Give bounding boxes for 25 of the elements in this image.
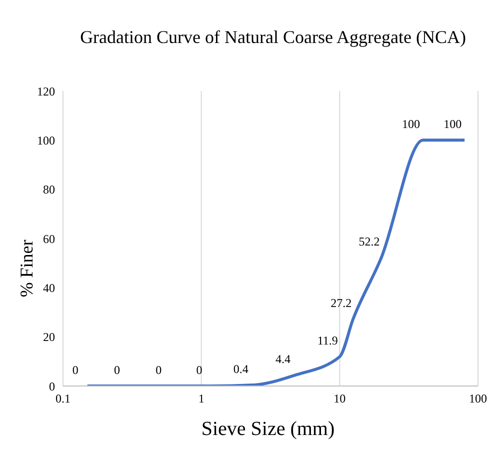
data-label: 0 — [114, 363, 120, 377]
data-label: 0 — [196, 363, 202, 377]
chart-title: Gradation Curve of Natural Coarse Aggregate (NCA) — [79, 26, 467, 48]
x-tick-label: 100 — [469, 392, 487, 406]
x-axis-title: Sieve Size (mm) — [200, 418, 336, 441]
x-tick-label: 0.1 — [56, 392, 70, 406]
y-tick-label: 0 — [49, 379, 55, 394]
y-tick-label: 20 — [43, 330, 55, 344]
data-label: 27.2 — [330, 296, 352, 310]
data-label: 100 — [444, 117, 462, 132]
y-tick-label: 80 — [43, 182, 55, 197]
y-tick-label: 40 — [43, 280, 55, 295]
data-label: 0.4 — [233, 362, 248, 376]
y-tick-label: 120 — [37, 84, 55, 98]
y-tick-label: 60 — [43, 232, 55, 246]
y-tick-label: 100 — [37, 133, 55, 148]
data-label: 0 — [72, 363, 78, 377]
x-tick-label: 10 — [334, 392, 346, 406]
data-label: 52.2 — [358, 234, 380, 249]
data-label: 0 — [156, 363, 162, 377]
data-label: 4.4 — [275, 352, 290, 366]
data-label: 100 — [402, 117, 420, 132]
y-axis-title: % Finer — [16, 239, 38, 297]
data-label: 11.9 — [317, 334, 338, 348]
x-tick-label: 1 — [198, 392, 204, 406]
